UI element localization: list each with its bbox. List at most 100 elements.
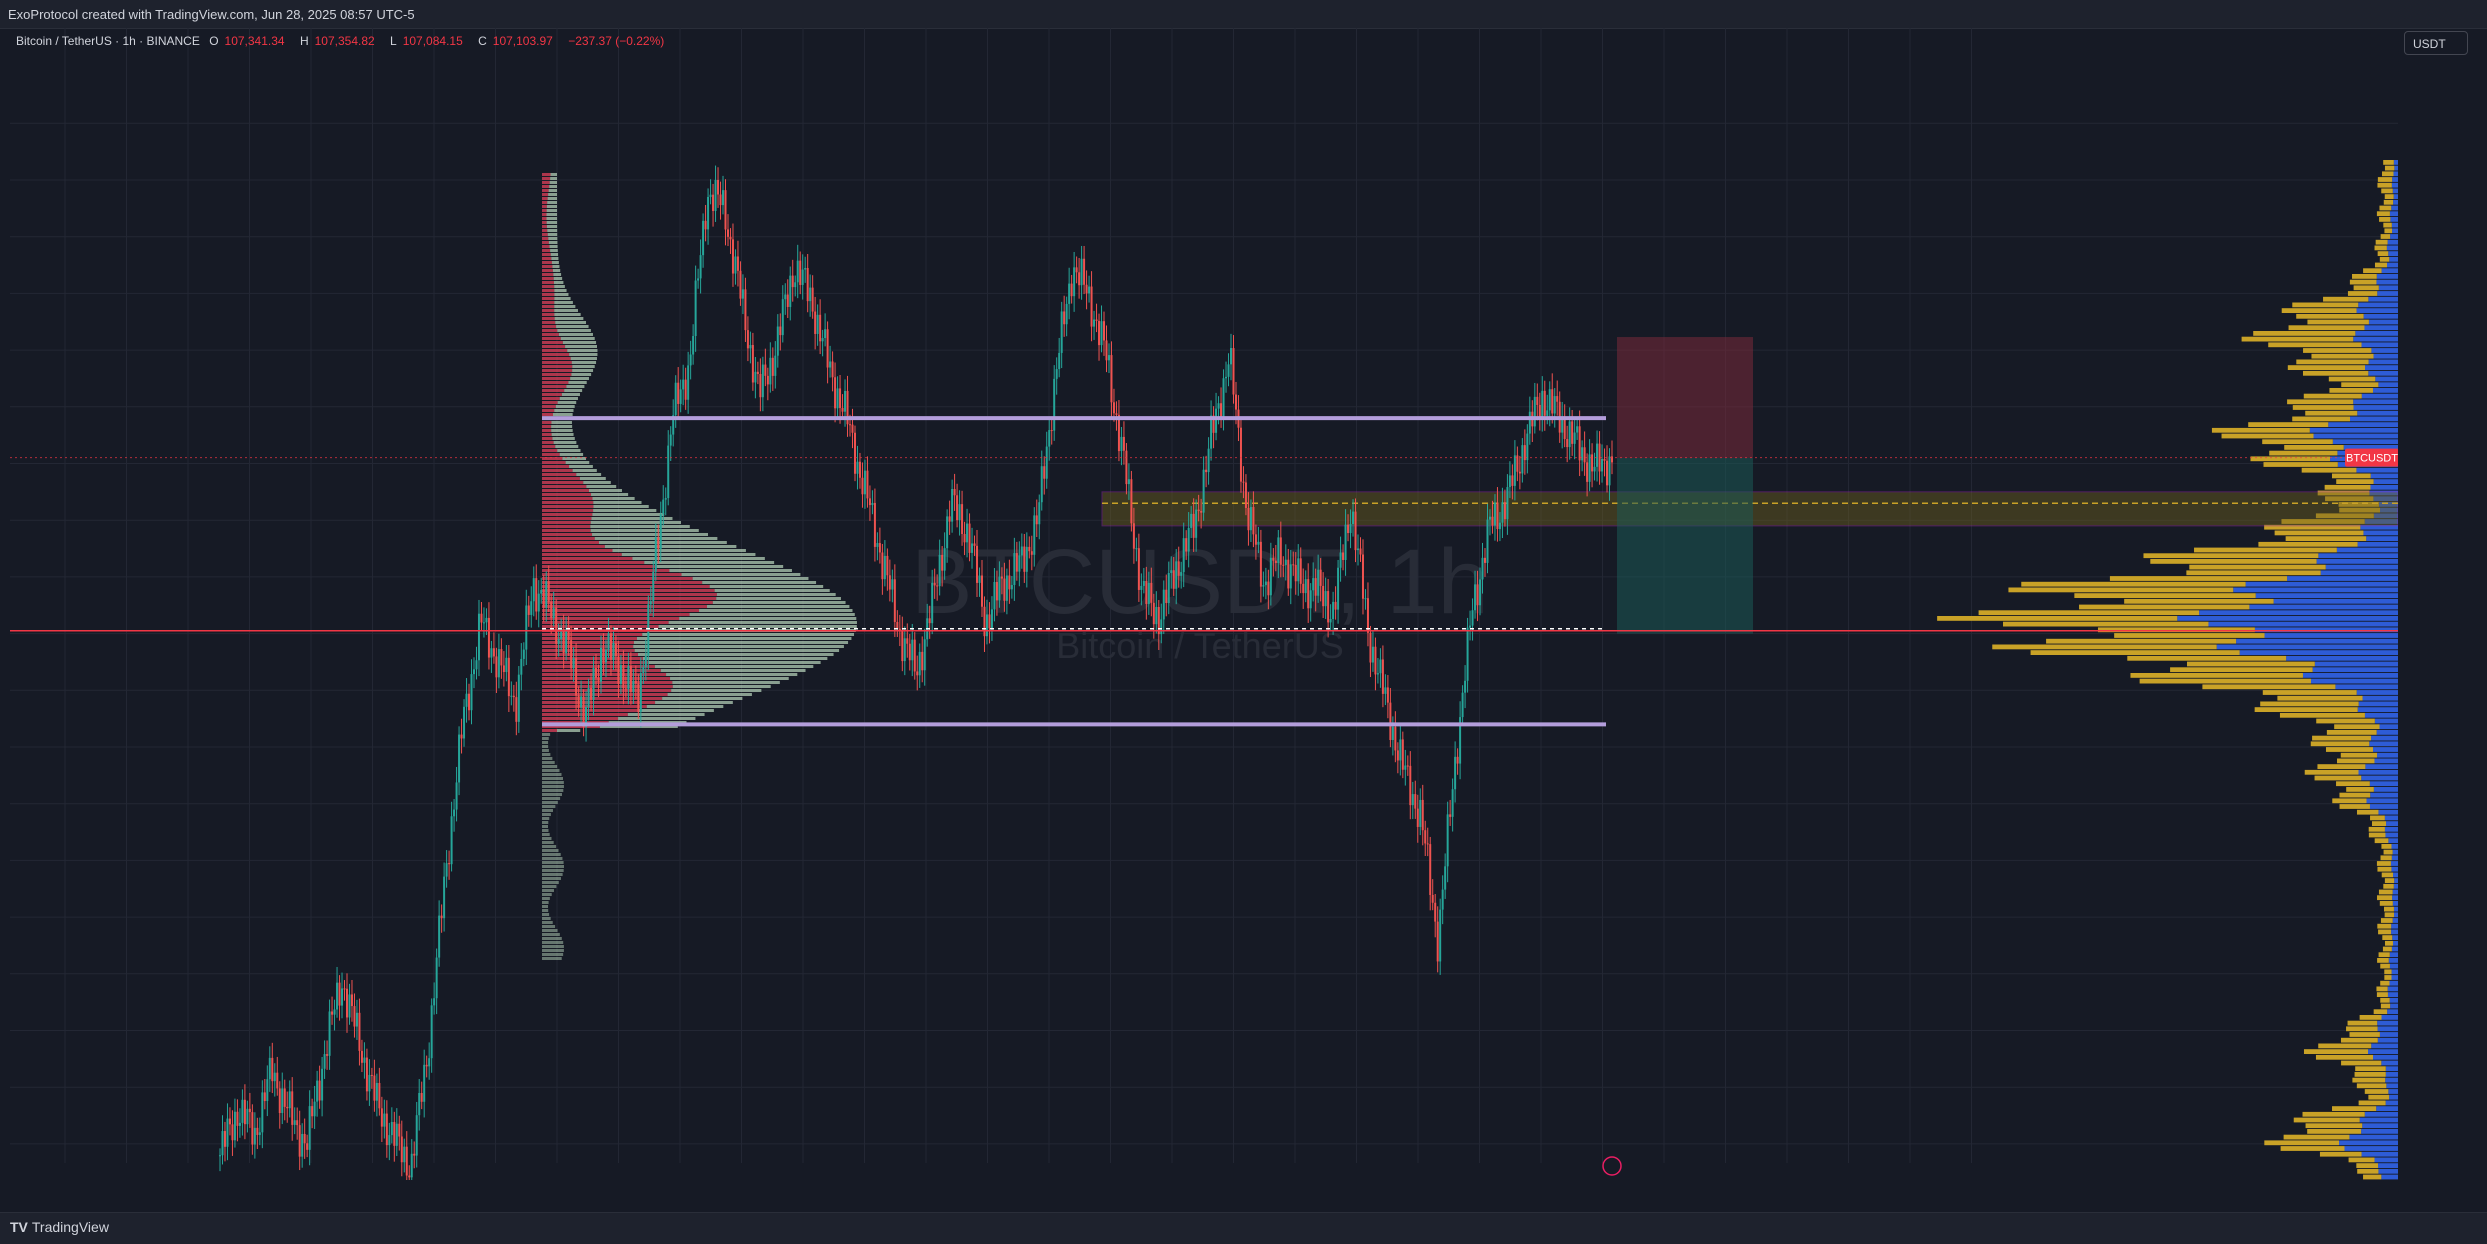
candle-body [1257, 541, 1260, 545]
vp-up-bar [554, 297, 571, 300]
candle-body [1287, 559, 1290, 589]
candle-body [360, 1050, 363, 1063]
candle-body [1349, 524, 1352, 534]
price-chart-svg[interactable]: BTCUSDT, 1h Bitcoin / TetherUS 113,000.0… [10, 28, 2398, 1180]
candle-body [1234, 394, 1237, 410]
vp-up-bar [542, 945, 564, 948]
candle-body [712, 194, 715, 211]
candle-body [1469, 625, 1472, 628]
vrp-blue-bar [2368, 1049, 2398, 1054]
candle-body [1376, 673, 1379, 675]
vp-up-bar [564, 389, 583, 392]
vrp-blue-bar [2361, 775, 2398, 781]
vp-down-bar [542, 693, 668, 696]
candle-body [1249, 507, 1252, 531]
candle-body [1516, 455, 1519, 472]
candle-body [1476, 584, 1479, 606]
vrp-gold-bar [2376, 986, 2388, 992]
candle-body [1593, 466, 1596, 472]
vrp-gold-bar [2127, 655, 2287, 661]
vp-up-bar [654, 665, 814, 668]
candle-body [923, 639, 926, 671]
vrp-gold-bar [2382, 171, 2394, 177]
vp-up-bar [542, 869, 564, 872]
vp-up-bar [699, 609, 853, 612]
vp-up-bar [655, 701, 733, 704]
candle-body [1192, 513, 1195, 538]
vrp-blue-bar [2199, 610, 2398, 616]
vp-up-bar [636, 637, 852, 640]
candle-body [669, 434, 672, 446]
vp-down-bar [542, 197, 548, 200]
candle-body [492, 648, 495, 657]
candle-body [477, 613, 480, 661]
candle-body [866, 470, 869, 499]
vp-up-bar [548, 241, 558, 244]
vrp-blue-bar [2391, 844, 2398, 849]
currency-button[interactable]: USDT [2404, 31, 2468, 55]
vp-up-bar [542, 753, 551, 756]
candle-body [286, 1106, 289, 1109]
position-stop-zone[interactable] [1617, 457, 1753, 634]
candle-body [552, 607, 555, 619]
lightning-icon[interactable] [1602, 1156, 1622, 1176]
vrp-gold-bar [2241, 336, 2354, 342]
vrp-gold-bar [2382, 935, 2393, 940]
candle-body [505, 657, 508, 672]
vp-up-bar [583, 481, 611, 484]
candle-body [1508, 475, 1511, 488]
watermark-description: Bitcoin / TetherUS [1056, 625, 1343, 666]
position-target-zone[interactable] [1617, 337, 1753, 458]
symbol-legend[interactable]: Bitcoin / TetherUS · 1h · BINANCE O 107,3… [16, 34, 670, 48]
candle-body [1080, 258, 1083, 286]
candle-body [1416, 808, 1419, 827]
vrp-gold-bar [2021, 581, 2246, 587]
vp-up-bar [592, 533, 709, 536]
vp-down-bar [542, 317, 555, 320]
candle-body [1369, 632, 1372, 663]
candle-body [617, 656, 620, 684]
candle-body [689, 354, 692, 366]
candle-body [243, 1099, 246, 1125]
chart-area[interactable]: BTCUSDT, 1h Bitcoin / TetherUS 113,000.0… [10, 28, 2398, 1180]
vp-down-bar [542, 469, 573, 472]
vp-down-bar [542, 441, 554, 444]
vrp-gold-bar [2377, 251, 2389, 256]
vp-up-bar [598, 541, 727, 544]
vrp-blue-bar [2236, 638, 2398, 644]
vrp-blue-bar [2370, 484, 2398, 490]
vrp-gold-bar [2279, 712, 2365, 718]
vrp-gold-bar [2372, 821, 2387, 826]
vrp-gold-bar [2379, 901, 2393, 906]
candle-body [654, 537, 657, 572]
candle-body [1040, 466, 1043, 503]
vrp-blue-bar [2385, 1100, 2398, 1106]
vrp-blue-bar [2391, 969, 2398, 975]
candle-body [1528, 411, 1531, 434]
candle-body [1357, 548, 1360, 551]
vrp-blue-bar [2373, 1054, 2398, 1060]
candle-body [226, 1118, 229, 1147]
vp-up-bar [569, 353, 598, 356]
vrp-gold-bar [2253, 331, 2356, 336]
candle-body [1578, 426, 1581, 461]
candle-body [1127, 479, 1130, 485]
vp-down-bar [542, 333, 559, 336]
candle-body [831, 361, 834, 378]
candle-body [821, 338, 824, 342]
candle-body [445, 863, 448, 877]
candle-body [537, 593, 540, 612]
symbol-name[interactable]: Bitcoin / TetherUS · 1h · BINANCE [16, 34, 200, 48]
candle-body [754, 371, 757, 383]
high-value: 107,354.82 [314, 34, 375, 48]
snapshot-title: ExoProtocol created with TradingView.com… [8, 7, 415, 22]
tradingview-logo[interactable]: TV TradingView [10, 1219, 109, 1235]
candle-body [637, 683, 640, 712]
candle-body [385, 1113, 388, 1146]
vrp-gold-bar [2348, 1157, 2375, 1163]
vrp-blue-bar [2385, 832, 2398, 838]
candle-body [443, 876, 446, 919]
vp-down-bar [542, 281, 554, 284]
candle-body [1162, 589, 1165, 620]
vrp-gold-bar [2262, 439, 2333, 445]
